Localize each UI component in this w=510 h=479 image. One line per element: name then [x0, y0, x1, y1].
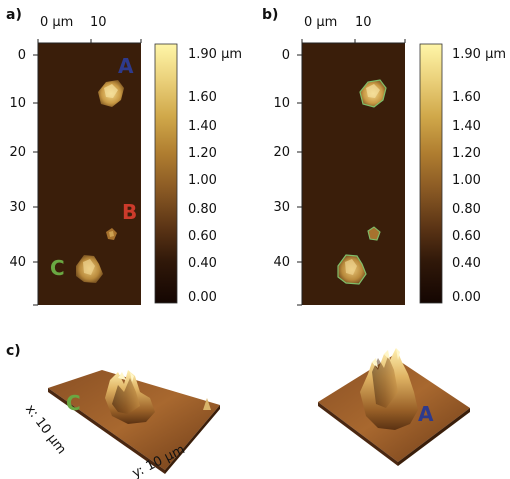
- region-letter-C: C: [50, 256, 65, 280]
- panel-label-c: c): [6, 343, 21, 359]
- panel-label-b: b): [262, 7, 279, 23]
- panel-a-colorbar-tick-min: 0.00: [188, 290, 217, 305]
- panel-a-grain-A: [98, 80, 124, 107]
- panel-a-top-tick-10: 10: [90, 15, 107, 30]
- panel-b-top-tick-0: 0 µm: [304, 15, 338, 30]
- panel-a-colorbar-tick: 1.40: [188, 119, 217, 134]
- panel-b-colorbar-tick: 0.60: [452, 229, 481, 244]
- panel-a-colorbar: [154, 43, 178, 304]
- panel-b-colorbar-tick: 0.40: [452, 256, 481, 271]
- panel-b-left-tick-0: 0: [281, 48, 290, 63]
- panel-c-3d-render-C: [48, 370, 220, 474]
- panel-a-colorbar-tick: 1.20: [188, 146, 217, 161]
- panel-b-grain-C: [337, 254, 367, 285]
- panel-b-colorbar-tick-min: 0.00: [452, 290, 481, 305]
- panel-b-colorbar-tick: 1.20: [452, 146, 481, 161]
- panel-b-left-tick-40: 40: [273, 255, 290, 270]
- panel-b-grain-B: [367, 226, 381, 241]
- panel-a-left-tick-10: 10: [9, 96, 26, 111]
- panel-b-colorbar-tick: 0.80: [452, 202, 481, 217]
- panel-a-grain-C: [76, 255, 103, 283]
- region-letter-A: A: [118, 54, 134, 78]
- panel-a-top-tick-0: 0 µm: [40, 15, 74, 30]
- panel-c-3d-render-A: [318, 348, 470, 466]
- panel-b-left-tick-10: 10: [273, 96, 290, 111]
- panel-a-left-tick-40: 40: [9, 255, 26, 270]
- panel-b-left-tick-20: 20: [273, 145, 290, 160]
- panel-a-left-tick-30: 30: [9, 200, 26, 215]
- panel-b-top-tick-10: 10: [355, 15, 372, 30]
- region-letter-A-3d: A: [418, 402, 434, 426]
- region-letter-C-3d: C: [66, 391, 81, 415]
- panel-a-left-tick-0: 0: [17, 48, 26, 63]
- panel-b-colorbar-tick: 1.00: [452, 173, 481, 188]
- panel-label-a: a): [6, 7, 22, 23]
- panel-b-colorbar-tick-max: 1.90 µm: [452, 47, 507, 62]
- panel-a-colorbar-tick-max: 1.90 µm: [188, 47, 243, 62]
- panel-b-left-tick-30: 30: [273, 200, 290, 215]
- panel-a-left-tick-20: 20: [9, 145, 26, 160]
- panel-b-colorbar: [419, 43, 443, 304]
- panel-b-grain-A: [359, 79, 387, 108]
- panel-a-grain-B: [106, 228, 117, 240]
- panel-a-colorbar-tick: 0.40: [188, 256, 217, 271]
- panel-a-colorbar-tick: 1.00: [188, 173, 217, 188]
- panel-a-colorbar-tick: 0.80: [188, 202, 217, 217]
- panel-b-colorbar-tick: 1.60: [452, 90, 481, 105]
- region-letter-B: B: [122, 200, 138, 224]
- panel-a-colorbar-tick: 1.60: [188, 90, 217, 105]
- panel-a-colorbar-tick: 0.60: [188, 229, 217, 244]
- panel-b-colorbar-tick: 1.40: [452, 119, 481, 134]
